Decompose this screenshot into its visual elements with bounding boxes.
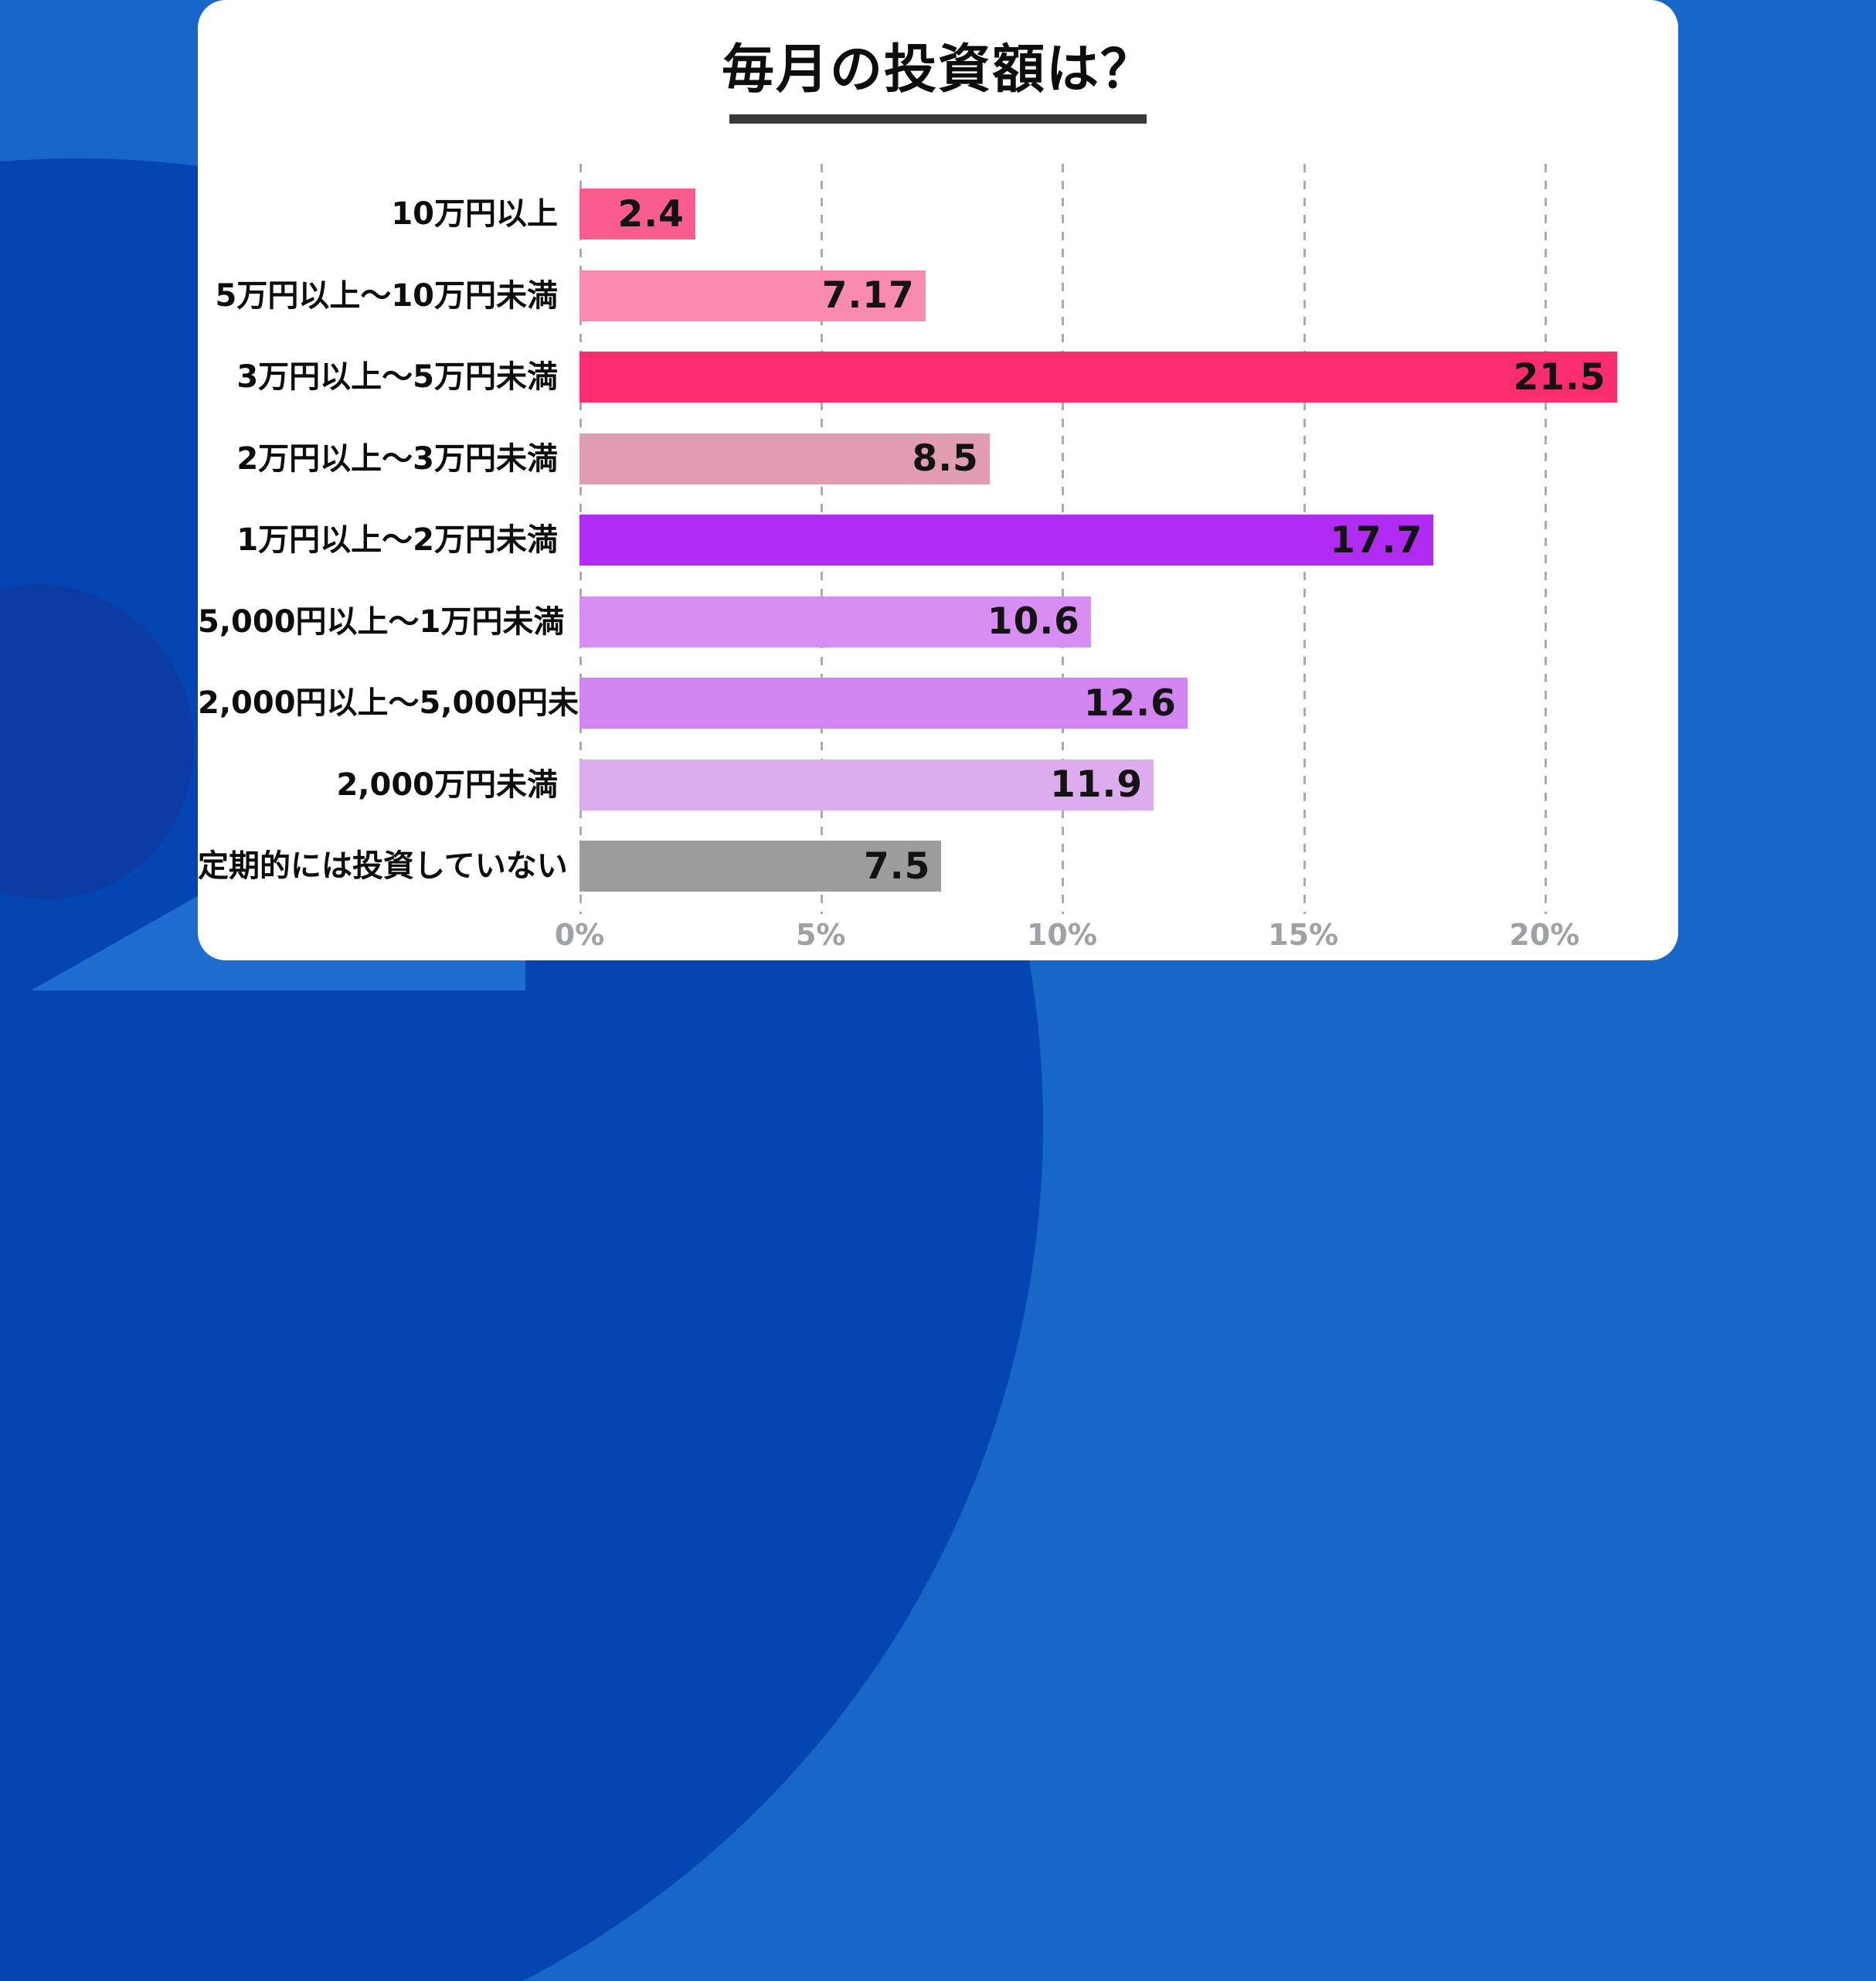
title-block: 毎月の投資額は？ xyxy=(198,39,1678,124)
bar: 10.6 xyxy=(579,596,1091,647)
bar-value-label: 8.5 xyxy=(912,437,979,480)
chart-card: 毎月の投資額は？ 10万円以上 5万円以上～10万円未満 3万円以上～5万円未満 2万… xyxy=(198,0,1678,960)
category-label: 10万円以上 xyxy=(391,196,558,232)
title-underline xyxy=(729,114,1147,124)
bar-value-label: 12.6 xyxy=(1083,681,1177,725)
bar: 21.5 xyxy=(579,352,1617,403)
chart-title: 毎月の投資額は？ xyxy=(721,39,1154,100)
bar: 17.7 xyxy=(579,515,1434,566)
bar-value-label: 7.5 xyxy=(864,844,931,888)
x-tick-label: 5% xyxy=(795,918,846,952)
category-label: 5,000円以上～1万円未満 xyxy=(198,603,565,640)
category-label: 3万円以上～5万円未満 xyxy=(236,359,558,395)
x-tick-label: 0% xyxy=(554,918,605,952)
bar: 2.4 xyxy=(579,189,695,240)
bar-value-label: 21.5 xyxy=(1513,355,1606,399)
bar: 12.6 xyxy=(579,678,1188,729)
category-label: 2万円以上～3万円未満 xyxy=(236,440,558,477)
category-label: 定期的には投資していない xyxy=(198,848,568,884)
category-label: 2,000円以上～5,000円未満 xyxy=(198,685,610,721)
bar: 11.9 xyxy=(579,759,1154,810)
x-tick-label: 15% xyxy=(1268,918,1339,952)
bar: 7.5 xyxy=(579,841,942,892)
plot-area: 2.4 7.17 21.5 8.5 17.7 10.6 12.6 11.9 7.5 xyxy=(579,164,1646,914)
x-tick-label: 20% xyxy=(1509,918,1580,952)
bar-value-label: 2.4 xyxy=(617,192,685,236)
bar-value-label: 10.6 xyxy=(987,600,1080,643)
gridline-20% xyxy=(1544,164,1547,914)
bar-value-label: 11.9 xyxy=(1050,763,1144,806)
category-label: 5万円以上～10万円未満 xyxy=(215,277,559,314)
category-label: 2,000万円未満 xyxy=(336,766,558,803)
bar: 7.17 xyxy=(579,270,926,321)
x-axis-ticks: 0% 5% 10% 15% 20% xyxy=(555,918,1646,957)
x-tick-label: 10% xyxy=(1026,918,1097,952)
category-labels-column: 10万円以上 5万円以上～10万円未満 3万円以上～5万円未満 2万円以上～3万円未満… xyxy=(198,164,610,914)
category-label: 1万円以上～2万円未満 xyxy=(236,522,558,558)
bar: 8.5 xyxy=(579,433,990,484)
bar-value-label: 17.7 xyxy=(1330,518,1423,562)
bar-value-label: 7.17 xyxy=(821,274,915,317)
